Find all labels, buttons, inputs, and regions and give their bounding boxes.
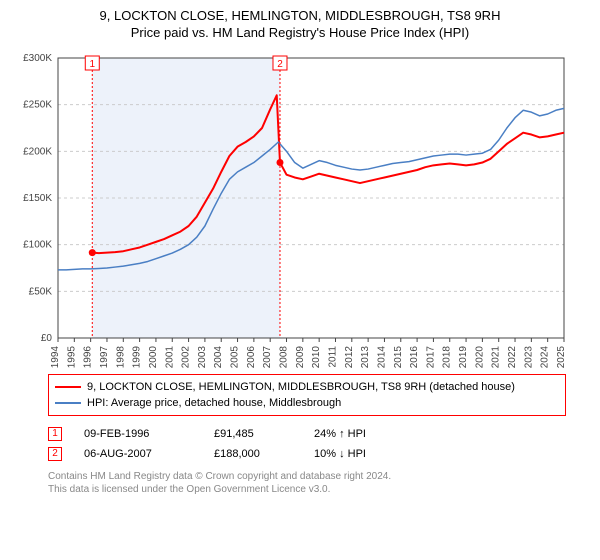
svg-text:£200K: £200K xyxy=(23,146,52,157)
chart-plot-area: £0 £50K £100K £150K £200K £250K £300K 1994 1995 1… xyxy=(10,48,590,368)
legend-label-price-paid: 9, LOCKTON CLOSE, HEMLINGTON, MIDDLESBRO… xyxy=(87,381,515,393)
svg-text:1995: 1995 xyxy=(66,345,77,367)
sale-price-1: £91,485 xyxy=(214,428,314,440)
svg-text:2022: 2022 xyxy=(507,345,518,367)
svg-text:2: 2 xyxy=(277,59,283,70)
svg-text:£50K: £50K xyxy=(29,286,53,297)
svg-text:2024: 2024 xyxy=(540,345,551,367)
svg-text:2017: 2017 xyxy=(425,345,436,367)
chart-title: 9, LOCKTON CLOSE, HEMLINGTON, MIDDLESBRO… xyxy=(0,0,600,42)
svg-text:2007: 2007 xyxy=(262,345,273,367)
sale-row-2: 2 06-AUG-2007 £188,000 10% ↓ HPI xyxy=(48,444,600,464)
sale-delta-2: 10% ↓ HPI xyxy=(314,448,414,460)
svg-text:1999: 1999 xyxy=(132,345,143,367)
footer-line1: Contains HM Land Registry data © Crown c… xyxy=(48,470,600,483)
svg-text:£150K: £150K xyxy=(23,193,52,204)
footer-line2: This data is licensed under the Open Gov… xyxy=(48,483,600,496)
legend-label-hpi: HPI: Average price, detached house, Midd… xyxy=(87,397,341,409)
svg-text:2003: 2003 xyxy=(197,345,208,367)
svg-text:£0: £0 xyxy=(41,333,53,344)
svg-text:2006: 2006 xyxy=(246,345,257,367)
svg-text:2020: 2020 xyxy=(474,345,485,367)
svg-text:2009: 2009 xyxy=(295,345,306,367)
svg-text:2012: 2012 xyxy=(344,345,355,367)
svg-text:2008: 2008 xyxy=(279,345,290,367)
chart-svg: £0 £50K £100K £150K £200K £250K £300K 1994 1995 1… xyxy=(10,48,590,368)
svg-text:£100K: £100K xyxy=(23,239,52,250)
svg-text:2011: 2011 xyxy=(327,345,338,367)
svg-text:2001: 2001 xyxy=(164,345,175,367)
svg-text:£250K: £250K xyxy=(23,99,52,110)
sale-marker-1: 1 xyxy=(48,427,62,441)
title-address: 9, LOCKTON CLOSE, HEMLINGTON, MIDDLESBRO… xyxy=(0,8,600,25)
svg-text:2002: 2002 xyxy=(181,345,192,367)
svg-text:2018: 2018 xyxy=(442,345,453,367)
sale-marker-2: 2 xyxy=(48,447,62,461)
svg-text:2021: 2021 xyxy=(491,345,502,367)
sales-table: 1 09-FEB-1996 £91,485 24% ↑ HPI 2 06-AUG… xyxy=(48,424,600,464)
footer-attribution: Contains HM Land Registry data © Crown c… xyxy=(48,470,600,496)
chart-container: 9, LOCKTON CLOSE, HEMLINGTON, MIDDLESBRO… xyxy=(0,0,600,560)
legend-swatch-price-paid xyxy=(55,386,81,388)
svg-text:2005: 2005 xyxy=(230,345,241,367)
svg-text:1996: 1996 xyxy=(83,345,94,367)
svg-text:1: 1 xyxy=(89,59,95,70)
svg-text:2025: 2025 xyxy=(556,345,567,367)
svg-text:2013: 2013 xyxy=(360,345,371,367)
legend-row-hpi: HPI: Average price, detached house, Midd… xyxy=(55,395,559,411)
svg-text:2023: 2023 xyxy=(523,345,534,367)
svg-text:1997: 1997 xyxy=(99,345,110,367)
svg-text:£300K: £300K xyxy=(23,53,52,64)
svg-text:1994: 1994 xyxy=(50,345,61,367)
svg-text:2019: 2019 xyxy=(458,345,469,367)
svg-text:2015: 2015 xyxy=(393,345,404,367)
sale-price-2: £188,000 xyxy=(214,448,314,460)
svg-text:2004: 2004 xyxy=(213,345,224,367)
svg-text:2010: 2010 xyxy=(311,345,322,367)
title-subtitle: Price paid vs. HM Land Registry's House … xyxy=(0,25,600,42)
svg-text:2000: 2000 xyxy=(148,345,159,367)
sale-delta-1: 24% ↑ HPI xyxy=(314,428,414,440)
legend-row-price-paid: 9, LOCKTON CLOSE, HEMLINGTON, MIDDLESBRO… xyxy=(55,379,559,395)
legend-swatch-hpi xyxy=(55,402,81,404)
sale-row-1: 1 09-FEB-1996 £91,485 24% ↑ HPI xyxy=(48,424,600,444)
sale-date-2: 06-AUG-2007 xyxy=(84,448,214,460)
sale-date-1: 09-FEB-1996 xyxy=(84,428,214,440)
svg-text:2016: 2016 xyxy=(409,345,420,367)
svg-text:1998: 1998 xyxy=(115,345,126,367)
legend: 9, LOCKTON CLOSE, HEMLINGTON, MIDDLESBRO… xyxy=(48,374,566,416)
svg-text:2014: 2014 xyxy=(376,345,387,367)
